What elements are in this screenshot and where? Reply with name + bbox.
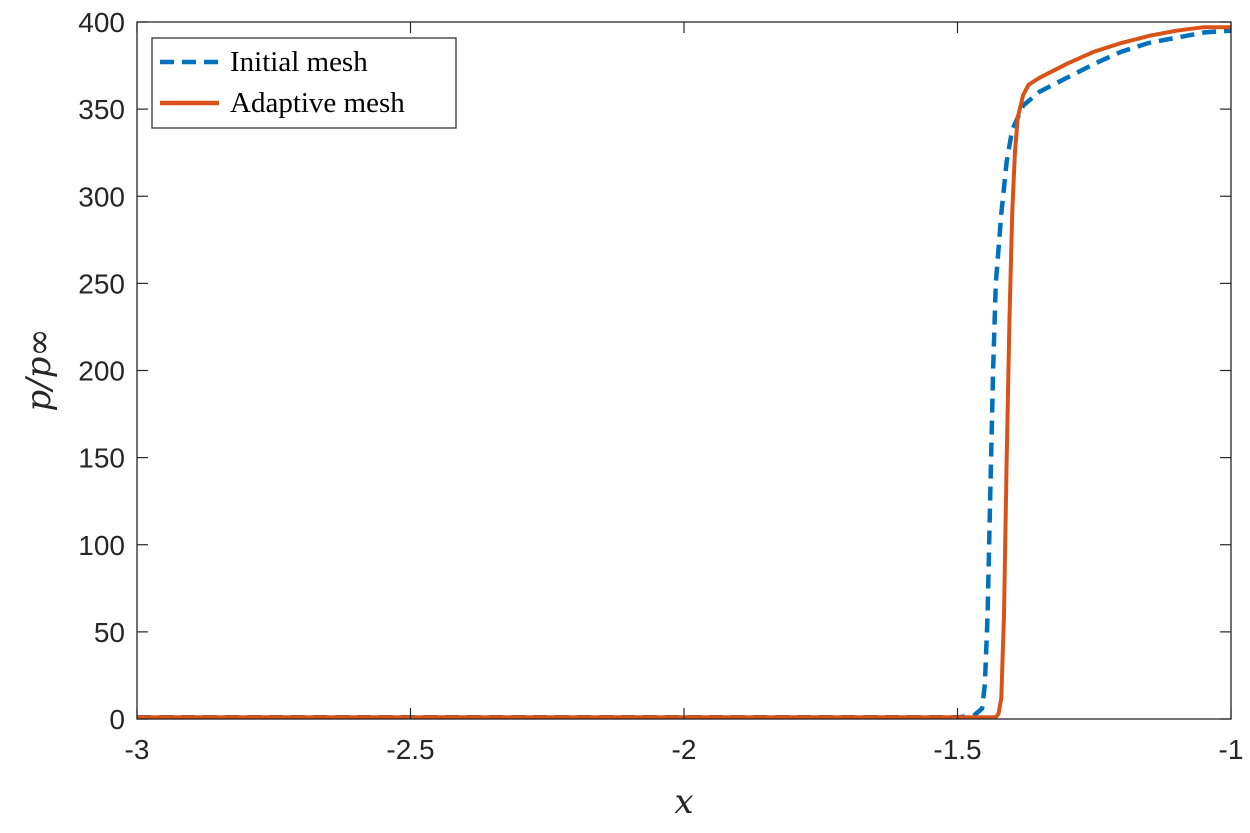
y-tick-label: 100: [78, 530, 125, 561]
y-tick-label: 400: [78, 7, 125, 38]
x-tick-label: -1.5: [933, 734, 981, 765]
x-tick-label: -3: [125, 734, 150, 765]
ticks-layer: -3 -2.5 -2 -1.5 -1 0 50 100 150 200 250 300 350 400: [78, 7, 1243, 765]
y-tick-label: 300: [78, 181, 125, 212]
y-tick-label: 50: [94, 617, 125, 648]
y-tick-label: 350: [78, 94, 125, 125]
x-axis-label: x: [674, 782, 693, 822]
x-tick-label: -2: [672, 734, 697, 765]
legend-box: [151, 37, 457, 129]
legend-label-adaptive-mesh: Adaptive mesh: [230, 87, 405, 119]
x-tick-label: -2.5: [386, 734, 434, 765]
plot-frame: [136, 21, 1232, 720]
y-axis-label: p/p∞: [19, 328, 59, 411]
x-tick-label: -1: [1219, 734, 1244, 765]
y-tick-label: 150: [78, 443, 125, 474]
series-line-initial-mesh: [137, 28, 1232, 720]
y-tick-label: 0: [109, 704, 125, 735]
legend-label-initial-mesh: Initial mesh: [230, 46, 368, 78]
y-tick-label: 200: [78, 356, 125, 387]
y-tick-label: 250: [78, 268, 125, 299]
legend: Initial mesh Adaptive mesh: [151, 37, 457, 129]
plot-background: [137, 22, 1231, 719]
